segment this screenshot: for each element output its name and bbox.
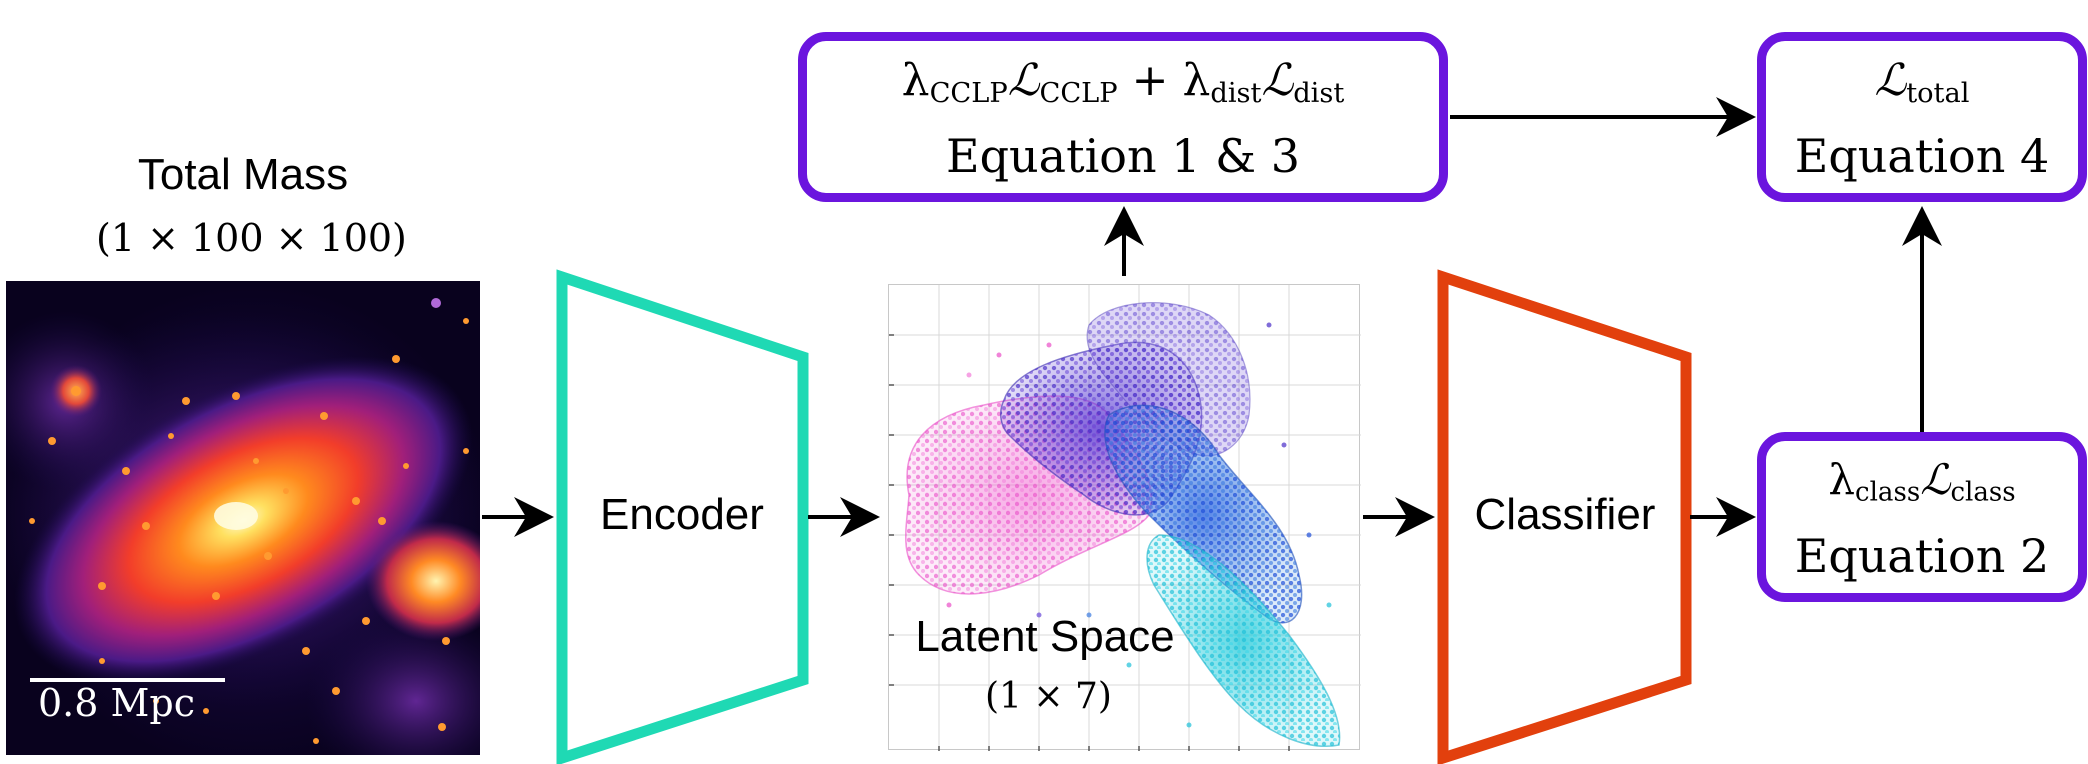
- cluster-cyan-points: [1147, 535, 1340, 747]
- lambda-dist-sub: dist: [1210, 77, 1262, 109]
- loss-dist-sub: dist: [1293, 77, 1345, 109]
- total-caption: Equation 4: [1794, 129, 2050, 183]
- class-loss-box: λclassℒclass Equation 2: [1757, 432, 2087, 602]
- loss-cclp: ℒ: [1007, 55, 1040, 106]
- latent-space-label: Latent Space: [915, 612, 1175, 661]
- classifier-label: Classifier: [1474, 490, 1656, 539]
- scale-bar-label: 0.8 Mpc: [38, 681, 196, 725]
- loss-class: ℒ: [1920, 455, 1951, 504]
- cluster-blue-points: [1104, 405, 1302, 623]
- classifier-shape: [1437, 269, 1692, 764]
- latent-axis-ticks: [889, 334, 1290, 751]
- lambda-cclp-sub: CCLP: [929, 77, 1008, 109]
- lambda-class: λ: [1828, 455, 1856, 504]
- latent-space-plot: [888, 284, 1361, 751]
- input-shape: (1 × 100 × 100): [96, 216, 407, 260]
- loss-total: ℒ: [1874, 55, 1907, 106]
- total-formula: ℒtotal: [1766, 55, 2078, 109]
- encoder-shape: [556, 269, 809, 764]
- class-caption: Equation 2: [1794, 529, 2050, 583]
- lambda-cclp: λ: [901, 55, 930, 106]
- class-formula: λclassℒclass: [1766, 455, 2078, 508]
- loss-total-sub: total: [1906, 77, 1970, 109]
- total-mass-map: 0.8 Mpc: [6, 281, 480, 755]
- latent-scatter: [889, 285, 1361, 751]
- loss-cclp-sub: CCLP: [1039, 77, 1118, 109]
- lambda-dist: λ: [1182, 55, 1211, 106]
- cclp-dist-loss-box: λCCLPℒCCLP + λdistℒdist Equation 1 & 3: [798, 32, 1448, 202]
- encoder-label: Encoder: [600, 490, 764, 539]
- input-title: Total Mass: [137, 150, 349, 199]
- loss-class-sub: class: [1950, 477, 2016, 508]
- cclp-dist-formula: λCCLPℒCCLP + λdistℒdist: [807, 55, 1439, 109]
- cluster-lavender-points: [1087, 302, 1250, 456]
- plus-sign: +: [1117, 55, 1183, 106]
- scale-bar: [30, 678, 225, 682]
- latent-space-shape: (1 × 7): [985, 676, 1112, 717]
- total-loss-box: ℒtotal Equation 4: [1757, 32, 2087, 202]
- latent-outliers: [946, 322, 1332, 728]
- cclp-dist-caption: Equation 1 & 3: [946, 129, 1300, 183]
- loss-dist: ℒ: [1261, 55, 1294, 106]
- mass-map-render: [6, 298, 480, 755]
- lambda-class-sub: class: [1855, 477, 1921, 508]
